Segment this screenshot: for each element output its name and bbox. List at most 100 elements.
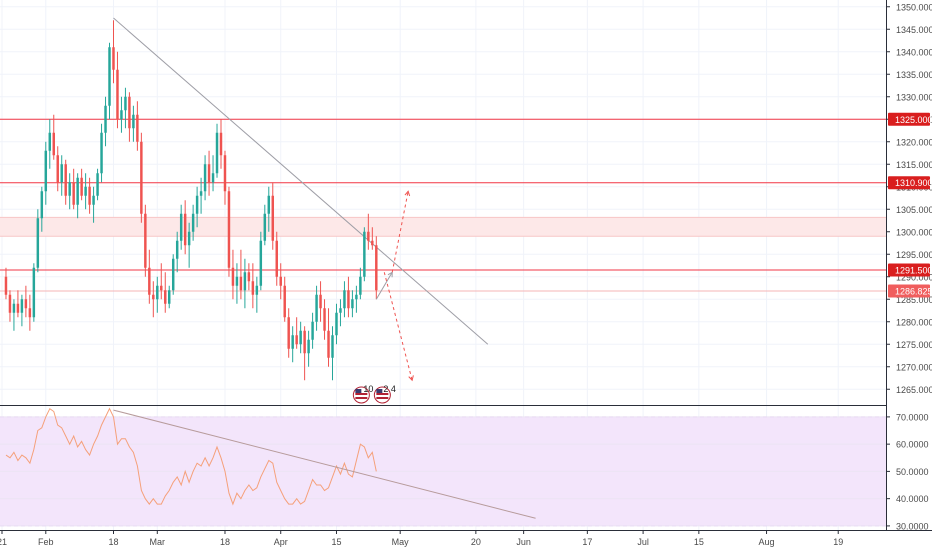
price-labels: 1325.000 1310.900 1291.500 1286.825 [888, 112, 932, 298]
candle-down [207, 150, 211, 196]
candle-body [263, 213, 267, 241]
candle-up [195, 186, 199, 228]
candle-down [128, 92, 131, 142]
candle-up [331, 326, 334, 381]
time-tick-label: 21 [0, 537, 7, 547]
candle-down [112, 20, 115, 84]
candle-body [371, 240, 374, 246]
candle-body [132, 114, 135, 129]
candle-down [319, 281, 322, 322]
candle-up [104, 96, 107, 147]
candle-body [323, 308, 326, 331]
candle-up [124, 87, 127, 129]
candles [4, 20, 378, 381]
candle-down [283, 276, 286, 322]
candle-body [140, 141, 143, 214]
candle-body [251, 281, 255, 295]
candle-body [351, 299, 354, 309]
candle-body [319, 294, 322, 309]
projection-arrowhead [404, 190, 411, 197]
candle-up [299, 321, 302, 354]
event-flag-icon[interactable] [352, 386, 370, 404]
candle-body [243, 272, 247, 291]
candle-body [8, 294, 12, 313]
candle-body [283, 285, 286, 318]
candle-up [335, 303, 338, 345]
candle-body [84, 186, 87, 196]
candle-body [100, 132, 103, 174]
candle-up [307, 330, 310, 367]
candle-up [179, 204, 183, 250]
projections [375, 190, 414, 382]
event-flag-icon[interactable] [373, 386, 391, 404]
rsi-tick-label: 50.0000 [896, 467, 929, 477]
price-tick-label: 1275.000 [896, 340, 932, 350]
time-tick-label: 20 [471, 537, 481, 547]
candle-up [359, 267, 362, 300]
time-tick-label: Aug [759, 537, 775, 547]
flag-stripe [355, 397, 368, 399]
candle-down [4, 267, 8, 300]
candle-body [375, 245, 378, 291]
candle-body [255, 285, 259, 295]
trendlines [113, 17, 489, 345]
candle-down [275, 231, 278, 286]
time-tick-label: Apr [274, 537, 288, 547]
price-tick-label: 1295.000 [896, 250, 932, 260]
time-tick-label: May [392, 537, 410, 547]
candle-body [164, 290, 167, 304]
candle-body [207, 164, 211, 183]
candle-body [60, 164, 63, 183]
rsi-tick-label: 30.0000 [896, 521, 929, 531]
candle-down [136, 101, 139, 151]
price-tick-label: 1270.000 [896, 362, 932, 372]
candle-body [183, 213, 187, 246]
candle-body [219, 132, 223, 156]
price-tick-label: 1320.000 [896, 137, 932, 147]
time-tick-label: 18 [108, 537, 118, 547]
candle-down [375, 236, 378, 300]
price-level-label-text: 1310.900 [895, 178, 932, 188]
candle-down [231, 249, 235, 300]
candle-body [227, 191, 231, 268]
candle-body [32, 267, 36, 318]
candle-body [191, 213, 195, 232]
candle-body [239, 276, 243, 291]
flag-canton [376, 389, 383, 393]
projection-arrowhead [408, 375, 414, 382]
candle-up [203, 155, 207, 201]
candle-body [215, 132, 219, 174]
event-markers[interactable]: 10 2 4 [352, 384, 396, 404]
candle-body [68, 182, 71, 196]
candle-body [124, 96, 127, 111]
price-level-label: 1310.900 [888, 176, 932, 190]
price-zone [0, 217, 886, 237]
candle-body [367, 231, 370, 241]
price-level-label-text: 1325.000 [895, 115, 932, 125]
candle-up [68, 173, 71, 210]
candle-down [88, 177, 91, 214]
candle-down [72, 168, 75, 210]
candle-up [156, 276, 159, 313]
candle-up [175, 231, 179, 273]
candle-up [259, 231, 263, 291]
candle-body [36, 218, 40, 268]
candle-down [279, 263, 282, 300]
price-level-label: 1291.500 [888, 263, 932, 277]
price-level-label-bg [888, 112, 930, 126]
flag-canton [355, 389, 362, 393]
price-level-label-text: 1286.825 [895, 287, 932, 297]
candle-up [355, 285, 358, 313]
flag-stripe [376, 393, 389, 395]
candle-down [223, 150, 227, 205]
candle-body [80, 177, 83, 196]
candle-down [144, 204, 147, 277]
candle-body [295, 335, 298, 345]
candle-down [28, 294, 32, 331]
candle-body [112, 47, 115, 70]
candle-body [355, 294, 358, 300]
candle-down [367, 213, 370, 250]
candle-body [104, 105, 107, 133]
candle-down [52, 114, 55, 160]
